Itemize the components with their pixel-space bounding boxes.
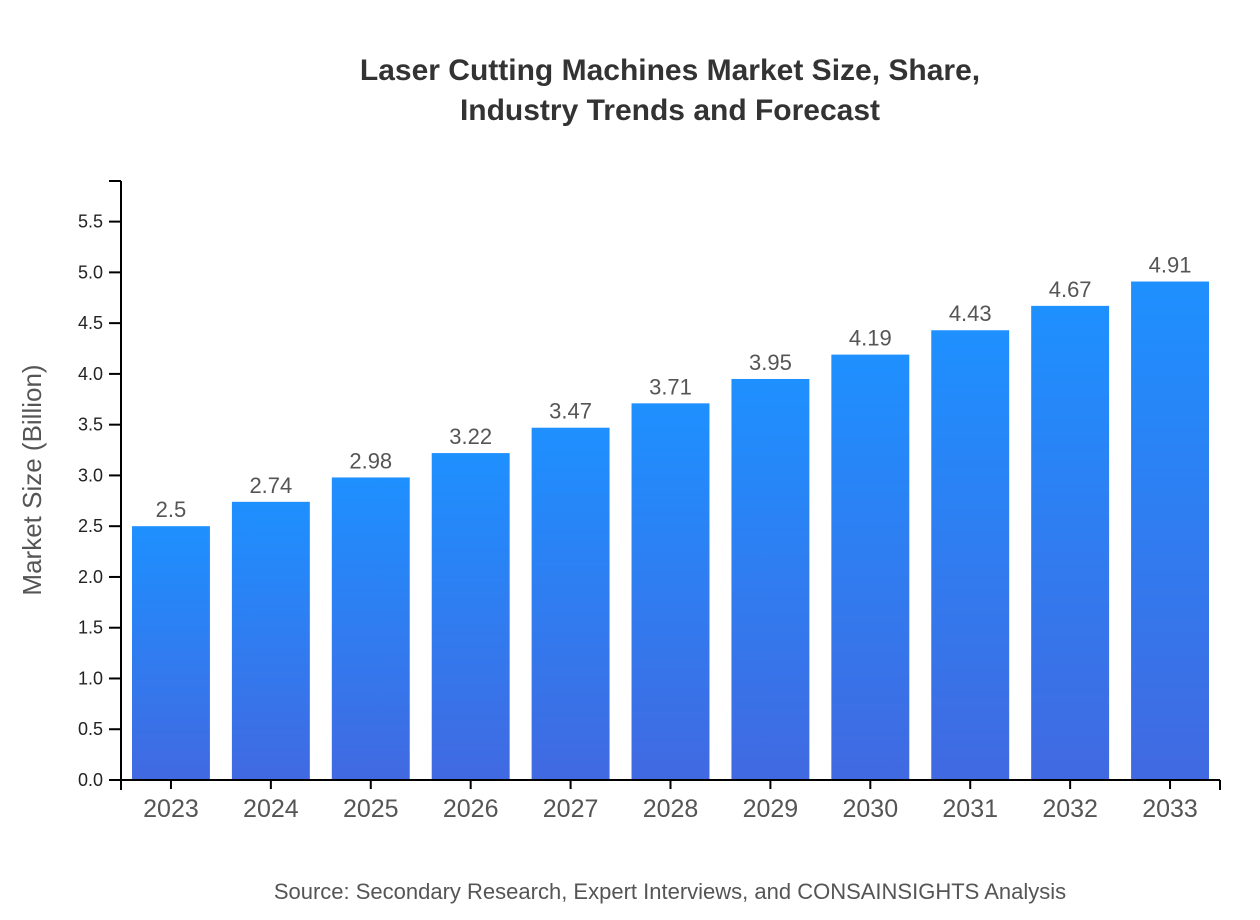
chart-title-line-2: Industry Trends and Forecast (460, 94, 880, 127)
y-tick-label-3.0: 3.0 (78, 465, 103, 485)
y-tick-label-1.5: 1.5 (78, 618, 103, 638)
data-label-2028: 3.71 (649, 374, 692, 399)
y-tick-label-4.0: 4.0 (78, 364, 103, 384)
x-tick-label-2028: 2028 (643, 795, 699, 823)
x-tick-label-2025: 2025 (343, 795, 399, 823)
bar-2029 (731, 378, 810, 780)
chart-title-line-1: Laser Cutting Machines Market Size, Shar… (360, 54, 980, 87)
source-note: Source: Secondary Research, Expert Inter… (274, 879, 1066, 904)
y-tick-label-2.5: 2.5 (78, 516, 103, 536)
y-tick-label-4.5: 4.5 (78, 313, 103, 333)
data-label-2023: 2.5 (156, 497, 187, 522)
x-tick-label-2031: 2031 (942, 795, 998, 823)
bar-2028 (631, 403, 710, 780)
x-tick-label-2023: 2023 (143, 795, 199, 823)
x-tick-label-2027: 2027 (543, 795, 599, 823)
y-tick-label-5.0: 5.0 (78, 262, 103, 282)
bar-2023 (131, 526, 210, 780)
bar-2030 (831, 354, 910, 780)
x-tick-label-2030: 2030 (843, 795, 899, 823)
y-tick-label-0.0: 0.0 (78, 770, 103, 790)
x-tick-label-2029: 2029 (743, 795, 799, 823)
data-label-2025: 2.98 (349, 448, 392, 473)
y-tick-label-5.5: 5.5 (78, 212, 103, 232)
bar-2027 (531, 427, 610, 780)
bar-2024 (231, 501, 310, 780)
data-label-2024: 2.74 (249, 473, 292, 498)
bar-2031 (931, 330, 1010, 780)
y-tick-label-0.5: 0.5 (78, 719, 103, 739)
data-label-2033: 4.91 (1149, 253, 1192, 278)
y-axis-label: Market Size (Billion) (17, 364, 47, 595)
x-tick-label-2024: 2024 (243, 795, 299, 823)
data-label-2030: 4.19 (849, 326, 892, 351)
bar-2026 (431, 453, 510, 780)
y-tick-label-3.5: 3.5 (78, 415, 103, 435)
data-label-2031: 4.43 (949, 301, 992, 326)
data-label-2027: 3.47 (549, 399, 592, 424)
data-label-2029: 3.95 (749, 350, 792, 375)
y-tick-label-1.0: 1.0 (78, 668, 103, 688)
data-label-2032: 4.67 (1049, 277, 1092, 302)
x-tick-label-2026: 2026 (443, 795, 499, 823)
x-tick-label-2033: 2033 (1142, 795, 1198, 823)
bar-2032 (1031, 305, 1110, 780)
x-tick-label-2032: 2032 (1042, 795, 1098, 823)
y-tick-label-2.0: 2.0 (78, 567, 103, 587)
data-label-2026: 3.22 (449, 424, 492, 449)
bar-2025 (331, 477, 410, 780)
bar-2033 (1131, 281, 1210, 780)
